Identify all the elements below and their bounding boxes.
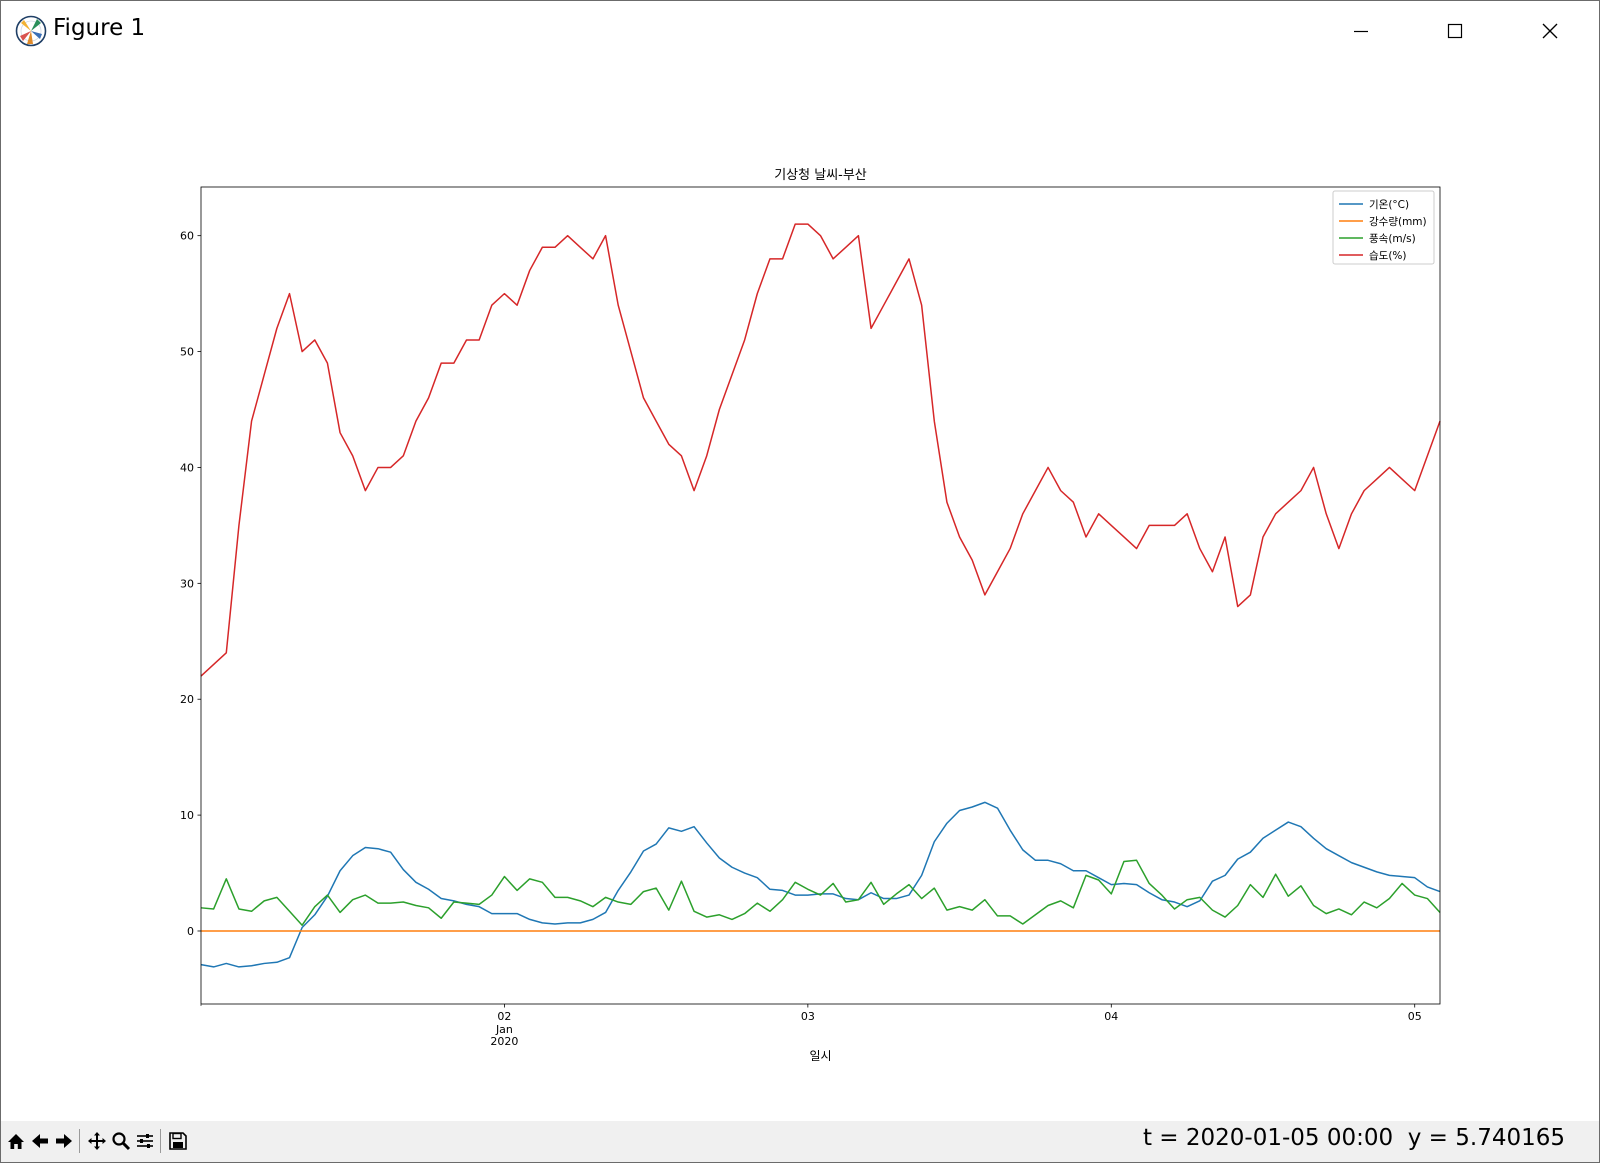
maximize-icon <box>1447 23 1463 39</box>
x-tick-label: 02 <box>497 1010 511 1023</box>
x-tick-sublabel: Jan <box>495 1023 513 1036</box>
y-tick-label: 60 <box>180 230 194 243</box>
figure-canvas[interactable]: 기상청 날씨-부산 0 10 20 30 40 50 60 02 Jan 2020 03 04 05 일시 기… <box>1 61 1599 1121</box>
forward-icon <box>56 1134 72 1148</box>
minimize-button[interactable] <box>1315 1 1407 61</box>
x-tick-label: 03 <box>801 1010 815 1023</box>
y-tick-label: 0 <box>187 925 194 938</box>
y-tick-label: 20 <box>180 693 194 706</box>
back-button[interactable] <box>29 1129 51 1153</box>
series-line-4 <box>200 223 1441 677</box>
matplotlib-logo-icon <box>15 15 47 47</box>
legend-box <box>1332 190 1435 265</box>
legend-label: 풍속(m/s) <box>1369 233 1416 245</box>
home-icon <box>8 1134 24 1149</box>
plot-frame <box>200 186 1441 1005</box>
zoom-icon <box>112 1132 131 1151</box>
legend-label: 기온(°C) <box>1369 199 1409 211</box>
y-tick-label: 30 <box>180 577 194 590</box>
maximize-button[interactable] <box>1409 1 1501 61</box>
toolbar-separator <box>160 1129 161 1153</box>
x-tick-sublabel: 2020 <box>490 1035 518 1048</box>
save-button[interactable] <box>167 1129 189 1153</box>
save-icon <box>169 1132 187 1150</box>
legend-label: 습도(%) <box>1369 250 1407 262</box>
series-line-1 <box>200 801 1441 968</box>
back-icon <box>32 1134 48 1148</box>
series-line-3 <box>200 859 1441 926</box>
x-tick-label: 04 <box>1104 1010 1118 1023</box>
y-tick-label: 50 <box>180 346 194 359</box>
toolbar-separator <box>79 1129 80 1153</box>
configure-subplots-button[interactable] <box>134 1129 156 1153</box>
y-tick-label: 10 <box>180 809 194 822</box>
x-axis-label: 일시 <box>809 1049 831 1063</box>
navigation-toolbar: t = 2020-01-05 00:00 y = 5.740165 <box>1 1121 1599 1162</box>
window-title: Figure 1 <box>53 15 146 41</box>
y-tick-label: 40 <box>180 461 194 474</box>
cursor-coordinates: t = 2020-01-05 00:00 y = 5.740165 <box>1142 1125 1565 1151</box>
legend-label: 강수량(mm) <box>1369 216 1427 228</box>
forward-button[interactable] <box>53 1129 75 1153</box>
chart-title: 기상청 날씨-부산 <box>774 168 867 183</box>
zoom-button[interactable] <box>110 1129 132 1153</box>
x-tick-label: 05 <box>1408 1010 1422 1023</box>
close-button[interactable] <box>1504 1 1596 61</box>
configure-subplots-icon <box>137 1134 153 1148</box>
minimize-icon <box>1354 30 1368 33</box>
pan-button[interactable] <box>86 1129 108 1153</box>
close-icon <box>1542 23 1558 39</box>
pan-icon <box>88 1132 106 1150</box>
home-button[interactable] <box>5 1129 27 1153</box>
title-bar[interactable]: Figure 1 <box>1 1 1599 61</box>
